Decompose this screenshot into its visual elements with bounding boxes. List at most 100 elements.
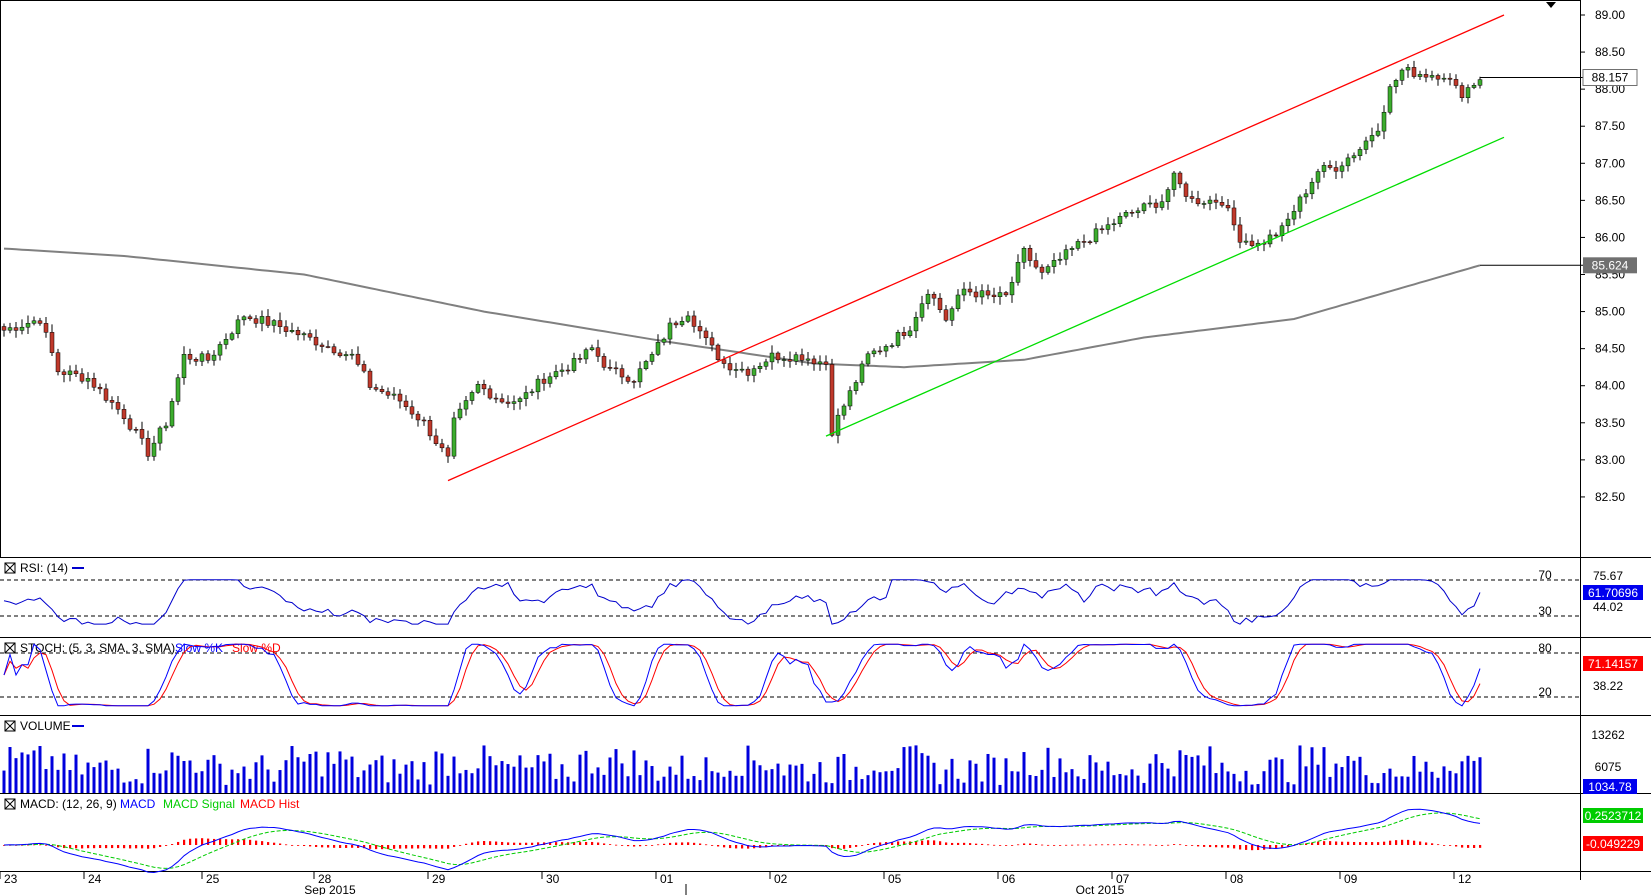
macd-hist-bar — [819, 845, 822, 846]
macd-hist-bar — [831, 845, 834, 849]
resistance-trendline[interactable] — [447, 14, 1505, 482]
volume-bar — [1076, 776, 1080, 793]
candle-body — [877, 350, 883, 353]
candle — [1375, 123, 1381, 138]
collapse-arrow-icon[interactable] — [1546, 2, 1556, 8]
candle-body — [1099, 228, 1105, 231]
candle-body — [1453, 79, 1459, 86]
candle — [943, 305, 949, 323]
last-price-text: 88.157 — [1592, 71, 1629, 85]
candle-body — [1057, 258, 1063, 261]
candle — [625, 374, 631, 384]
candle-body — [1081, 241, 1087, 243]
volume-bar — [848, 779, 852, 793]
candle-body — [853, 382, 859, 391]
macd-hist-bar — [915, 841, 918, 845]
candle-body — [1447, 77, 1453, 80]
candle — [901, 326, 907, 340]
time-axis: 23 24 25 28 29 30 01 02 05 06 07 08 09 12 Sep 2015 Oct … — [0, 871, 1472, 895]
volume-bar — [260, 755, 264, 793]
candle — [235, 315, 241, 339]
macd-hist-bar — [1395, 840, 1398, 845]
candle — [391, 387, 397, 400]
volume-bar — [572, 781, 576, 793]
candle — [85, 372, 91, 390]
volume-bar — [68, 770, 72, 793]
macd-hist-bar — [1197, 845, 1200, 847]
candle-body — [403, 400, 409, 407]
volume-bar — [206, 759, 210, 793]
macd-hist-bar — [477, 841, 480, 845]
candle — [811, 355, 817, 371]
candle-body — [859, 363, 865, 383]
macd-hist-bar — [1005, 845, 1008, 846]
candle-body — [31, 320, 37, 324]
candle-body — [1345, 157, 1351, 167]
candle — [1333, 160, 1339, 179]
macd-hist-bar — [363, 845, 366, 849]
volume-bar — [1196, 755, 1200, 793]
volume-bar — [380, 755, 384, 793]
macd-hist-bar — [459, 845, 462, 846]
volume-bar — [782, 775, 786, 793]
macd-hist-bar — [1047, 844, 1050, 846]
candle — [1, 323, 7, 337]
volume-bar — [566, 776, 570, 793]
candle-body — [517, 398, 523, 402]
candle — [121, 404, 127, 425]
candle — [1249, 234, 1255, 248]
candle — [523, 385, 529, 407]
stoch-level-80-label: 80 — [1538, 641, 1552, 655]
candle-body — [1441, 77, 1447, 80]
candle-body — [439, 443, 445, 449]
macd-hist-bar — [963, 842, 966, 845]
macd-hist-bar — [663, 843, 666, 845]
macd-hist-bar — [741, 845, 744, 849]
candle-body — [1333, 167, 1339, 172]
candle — [1477, 76, 1483, 89]
macd-hist-bar — [117, 845, 120, 849]
macd-hist-bar — [1251, 845, 1254, 851]
volume-bar — [302, 761, 306, 793]
volume-bar — [1370, 782, 1374, 793]
candle-body — [43, 323, 49, 333]
candle — [1225, 198, 1231, 212]
candle-body — [127, 418, 133, 430]
macd-hist-bar — [855, 845, 858, 847]
candle-body — [211, 354, 217, 361]
volume-value-text: 1034.78 — [1588, 780, 1632, 794]
volume-bar — [56, 769, 60, 793]
candle-body — [1411, 67, 1417, 77]
macd-hist-bar — [435, 845, 438, 849]
macd-hist-bar — [45, 844, 48, 846]
macd-hist-bar — [105, 845, 108, 849]
macd-hist-bar — [321, 845, 324, 848]
candle — [565, 364, 571, 375]
volume-bar — [20, 752, 24, 793]
volume-bar — [92, 767, 96, 793]
support-trendline[interactable] — [825, 136, 1505, 437]
candle — [1435, 73, 1441, 86]
candle-body — [175, 377, 181, 402]
candle-body — [835, 414, 841, 436]
candle — [1057, 252, 1063, 265]
candle-body — [1, 326, 7, 331]
volume-bar — [620, 763, 624, 793]
candle — [241, 315, 247, 326]
candle-body — [937, 297, 943, 310]
candle-body — [889, 345, 895, 347]
macd-hist-bar — [1227, 845, 1230, 848]
volume-bar — [50, 756, 54, 793]
candle — [211, 350, 217, 366]
volume-bar — [254, 762, 258, 793]
volume-bar — [896, 768, 900, 793]
candle — [691, 310, 697, 333]
macd-hist-bar — [669, 842, 672, 845]
macd-hist-bar — [1077, 844, 1080, 846]
volume-bar — [824, 782, 828, 793]
candle-body — [841, 405, 847, 416]
candle-body — [133, 429, 139, 431]
macd-hist-bar — [609, 844, 612, 845]
volume-bar — [146, 748, 150, 793]
candle-body — [307, 333, 313, 338]
